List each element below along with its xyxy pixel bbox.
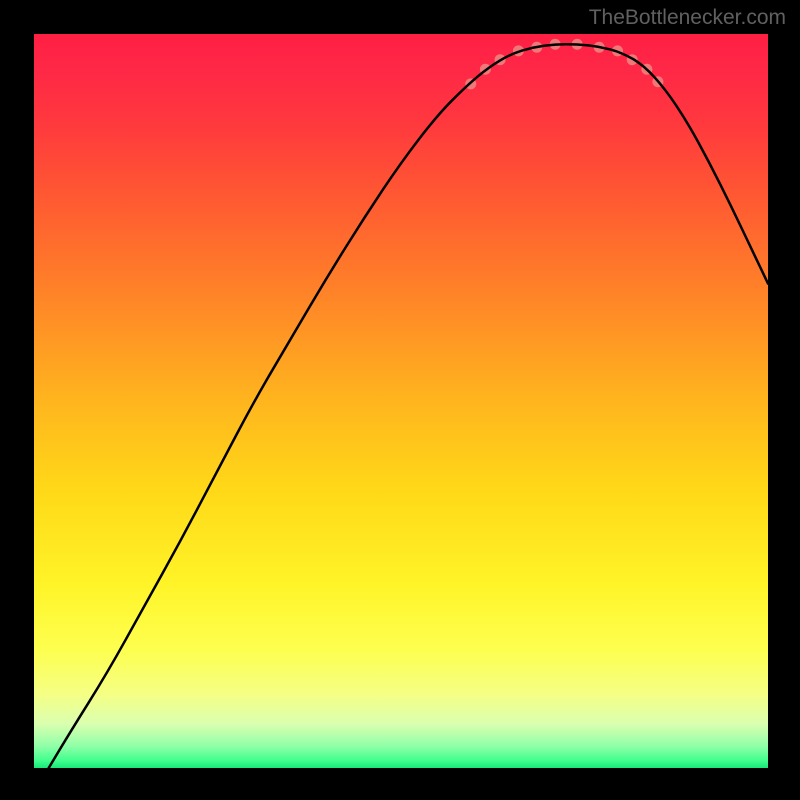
curve-line — [49, 44, 768, 768]
chart-svg — [34, 34, 768, 768]
chart-plot-area — [34, 34, 768, 768]
watermark-text: TheBottlenecker.com — [589, 6, 786, 30]
